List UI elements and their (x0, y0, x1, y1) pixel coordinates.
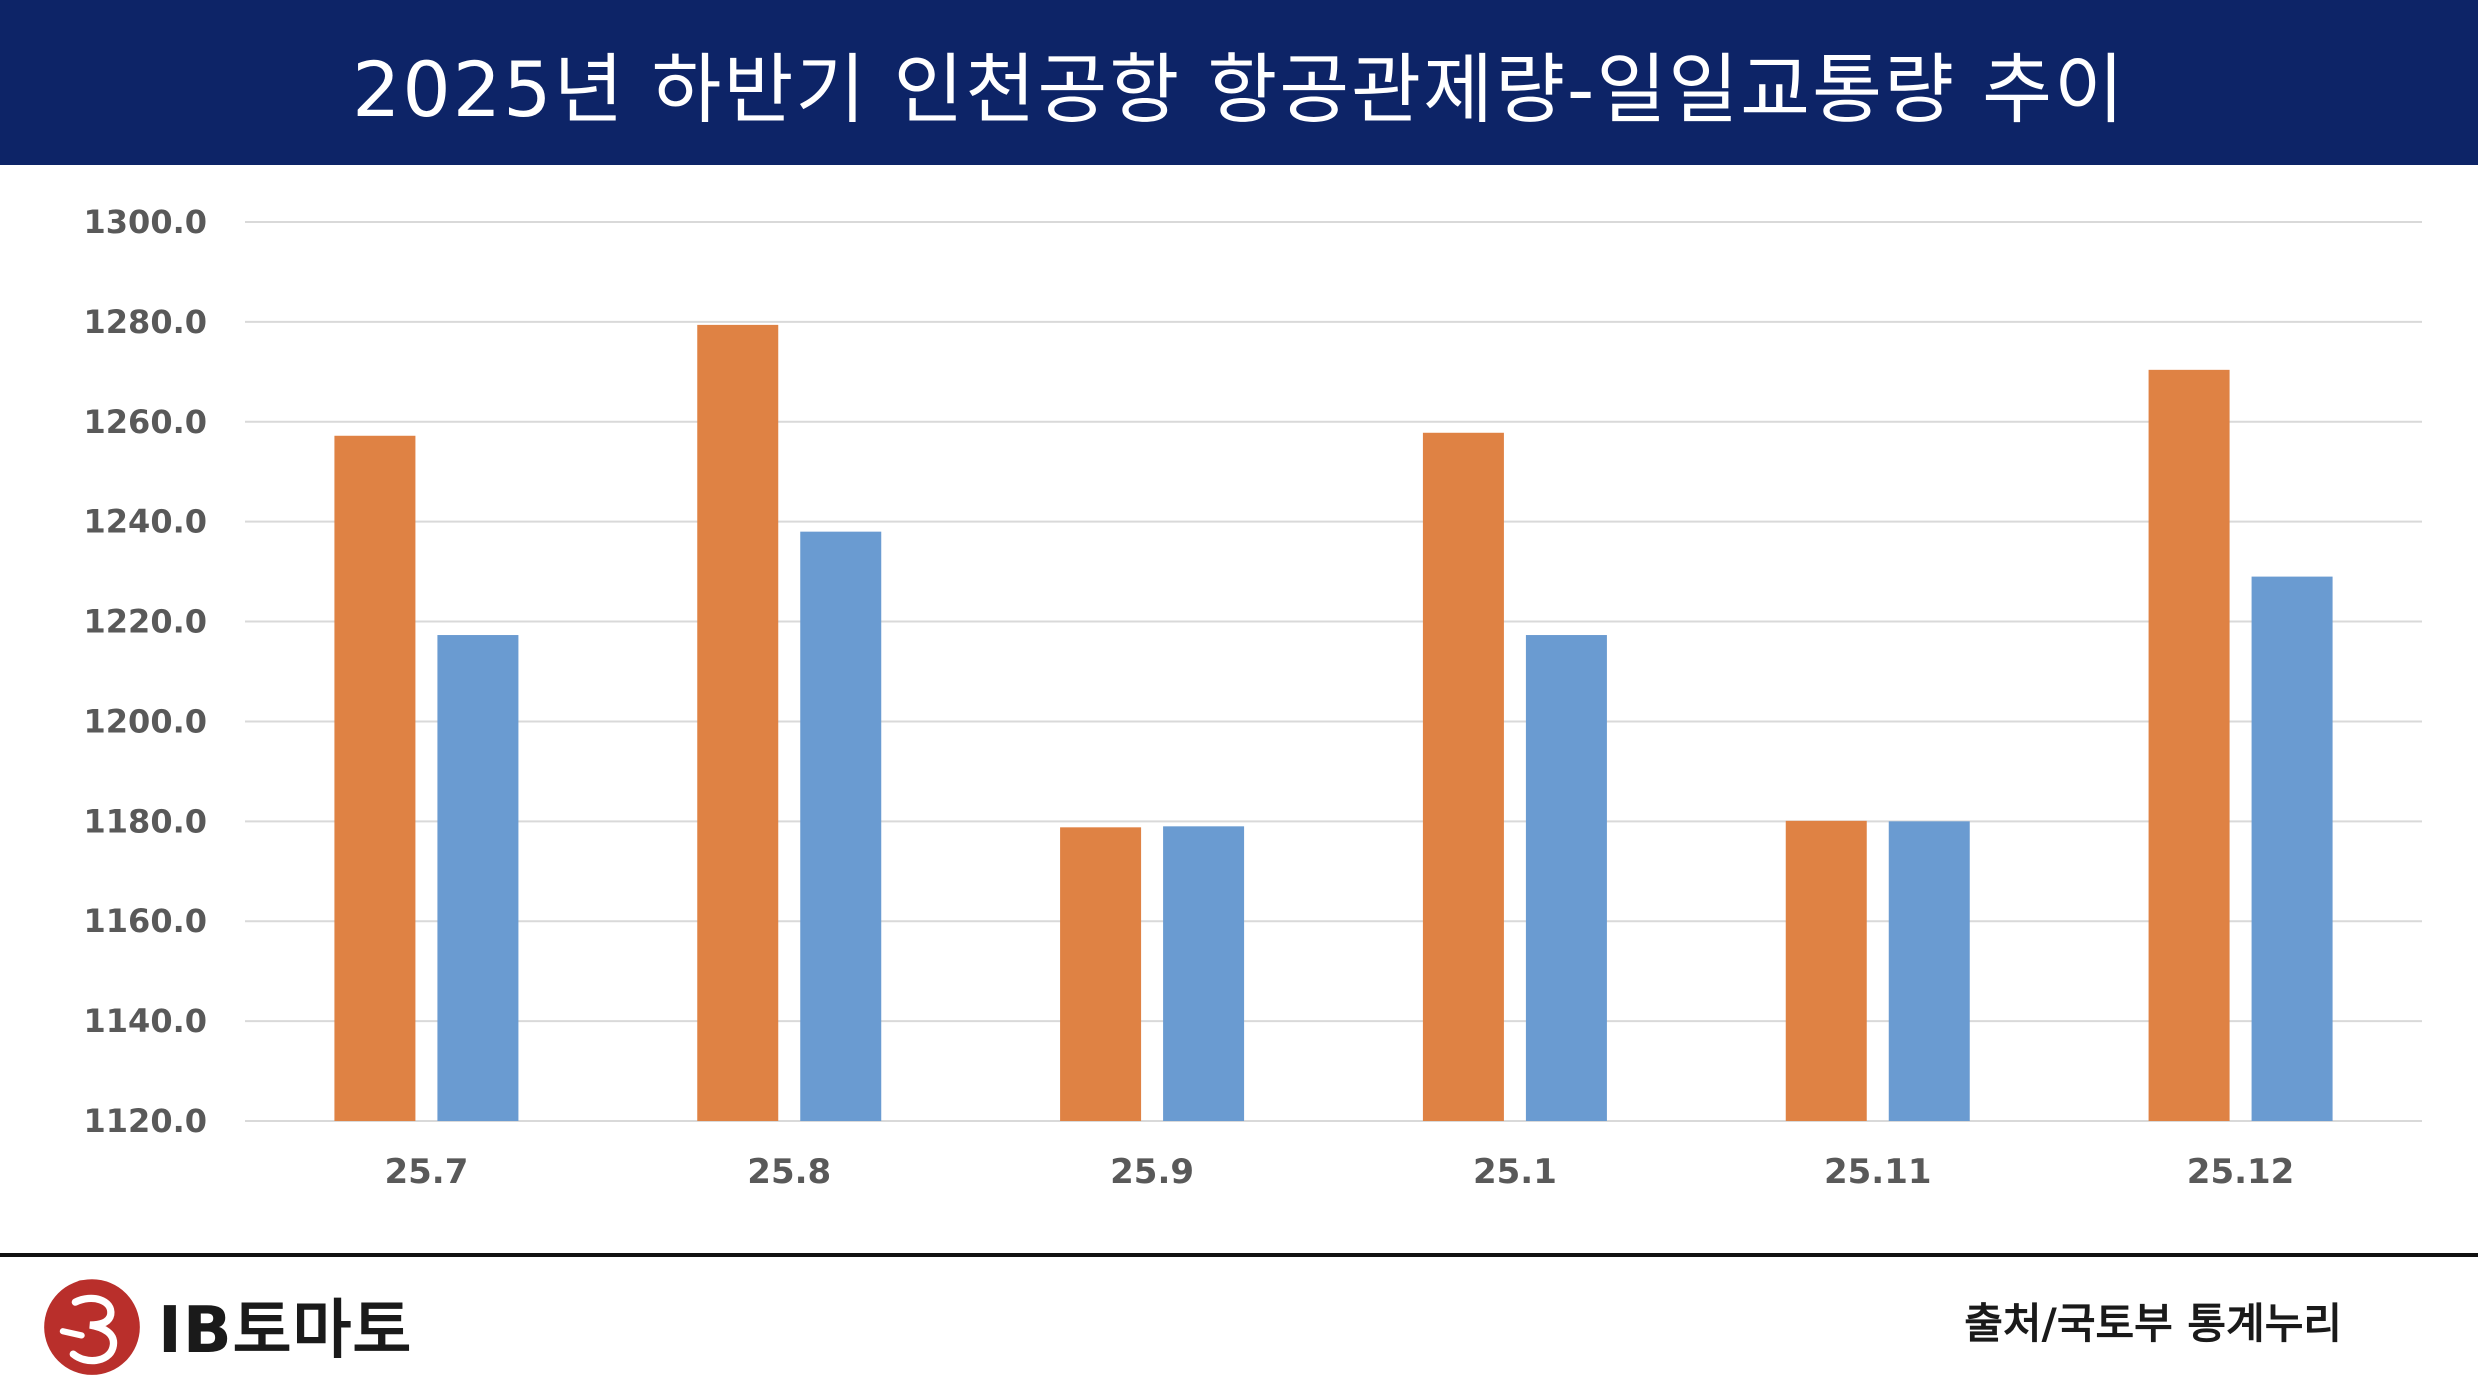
y-axis-ticks: 1120.0 1140.0 1160.0 1180.0 1200.0 1220.0 1240… (84, 203, 207, 1140)
x-axis-ticks: 25.7 25.8 25.9 25.1 25.11 25.12 (384, 1152, 2294, 1192)
x-tick-label: 25.1 (1473, 1152, 1557, 1192)
gridlines (245, 221, 2422, 1122)
bar-series-1-25.7 (334, 435, 416, 1121)
x-tick-label: 25.8 (747, 1152, 831, 1192)
y-tick-label: 1180.0 (84, 802, 207, 840)
bars (334, 324, 2333, 1121)
y-tick-label: 1260.0 (84, 403, 207, 441)
y-tick-label: 1300.0 (84, 203, 207, 241)
x-tick-label: 25.11 (1824, 1152, 1932, 1192)
bar-series-2-25.11 (1888, 821, 1970, 1121)
x-tick-label: 25.7 (384, 1152, 468, 1192)
bar-series-1-25.1 (1422, 432, 1504, 1121)
tomato-logo-icon (44, 1279, 140, 1375)
y-tick-label: 1140.0 (84, 1002, 207, 1040)
bar-series-1-25.12 (2148, 369, 2230, 1121)
bar-series-2-25.7 (437, 635, 519, 1121)
x-tick-label: 25.9 (1110, 1152, 1194, 1192)
bar-series-1-25.8 (697, 324, 779, 1121)
y-tick-label: 1240.0 (84, 503, 207, 541)
page-title: 2025년 하반기 인천공항 항공관제량-일일교통량 추이 (352, 44, 2126, 134)
bar-series-2-25.1 (1525, 635, 1607, 1121)
bar-series-2-25.12 (2251, 576, 2333, 1121)
bar-chart: 1120.0 1140.0 1160.0 1180.0 1200.0 1220.0 1240… (84, 203, 2422, 1192)
y-tick-label: 1280.0 (84, 303, 207, 341)
y-tick-label: 1160.0 (84, 902, 207, 940)
x-tick-label: 25.12 (2187, 1152, 2295, 1192)
bar-series-2-25.8 (800, 531, 882, 1121)
title-bar: 2025년 하반기 인천공항 항공관제량-일일교통량 추이 (0, 0, 2478, 165)
bar-series-1-25.11 (1785, 820, 1867, 1121)
footer-divider (0, 1253, 2478, 1257)
y-tick-label: 1220.0 (84, 603, 207, 641)
y-tick-label: 1200.0 (84, 702, 207, 740)
bar-series-2-25.9 (1163, 826, 1245, 1121)
bar-series-1-25.9 (1060, 827, 1142, 1121)
source-note: 출처/국토부 통계누리 (1964, 1299, 2342, 1348)
logo-wordmark: IB토마토 (158, 1294, 413, 1368)
ib-tomato-logo: IB토마토 (40, 1270, 412, 1380)
y-tick-label: 1120.0 (84, 1102, 207, 1140)
